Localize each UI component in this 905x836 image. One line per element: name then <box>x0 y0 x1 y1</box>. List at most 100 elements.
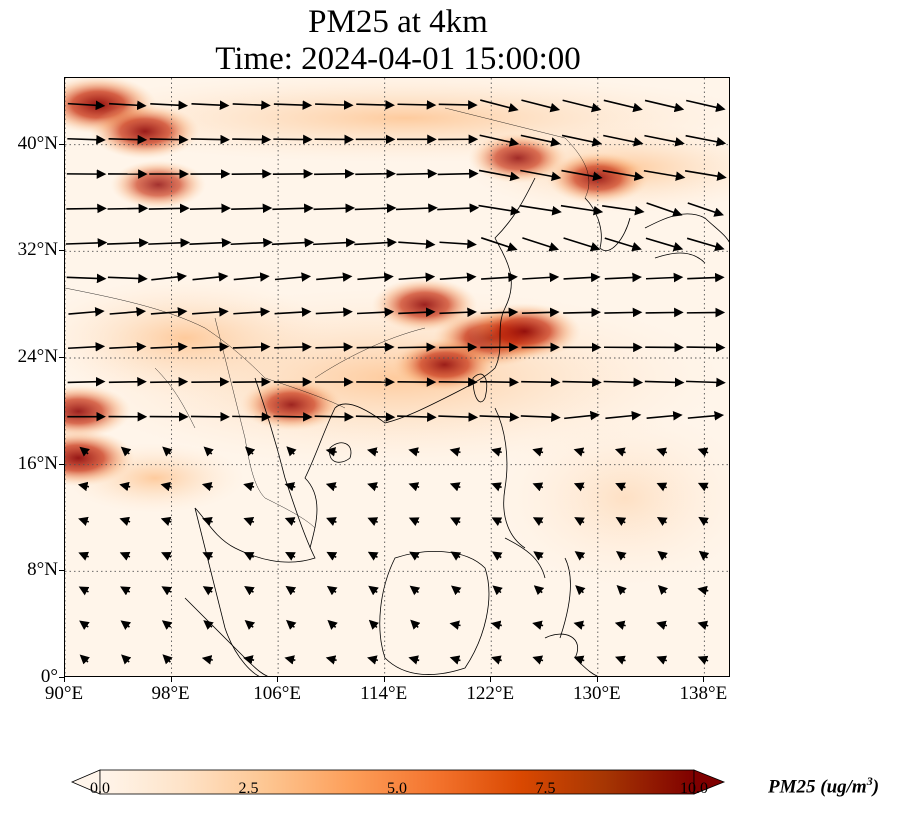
wind-arrow <box>202 586 214 596</box>
wind-arrow <box>243 517 255 527</box>
longitude-tick-label: 122°E <box>466 683 515 704</box>
wind-arrow <box>573 447 585 457</box>
wind-arrow <box>575 585 586 596</box>
wind-arrow <box>615 482 626 492</box>
latitude-tick-mark <box>59 250 64 252</box>
wind-arrow <box>79 620 90 630</box>
wind-arrow <box>532 655 544 665</box>
wind-arrow <box>109 342 147 352</box>
wind-arrow <box>150 342 188 352</box>
wind-arrow <box>614 447 626 457</box>
map-canvas <box>65 78 729 676</box>
wind-arrow <box>616 585 627 596</box>
wind-arrow <box>367 447 379 457</box>
longitude-tick-label: 106°E <box>253 683 301 704</box>
wind-arrow <box>78 551 90 561</box>
figure-subtitle-time: Time: 2024-04-01 15:00:00 <box>215 41 581 77</box>
wind-arrow <box>563 272 601 283</box>
wind-arrow <box>491 482 502 492</box>
longitude-tick-label: 90°E <box>44 683 84 704</box>
wind-arrow <box>656 482 668 492</box>
wind-arrow <box>355 168 396 179</box>
longitude-tick-mark <box>596 677 598 682</box>
longitude-tick-mark <box>383 677 385 682</box>
wind-arrow <box>119 551 131 561</box>
wind-arrow <box>532 482 544 492</box>
graticule <box>65 78 729 676</box>
wind-arrow <box>398 307 436 317</box>
wind-arrow <box>491 517 503 527</box>
wind-arrow <box>685 134 727 147</box>
wind-arrow <box>657 550 668 561</box>
wind-arrow <box>367 655 379 665</box>
wind-arrow <box>108 134 148 145</box>
wind-arrow <box>79 446 90 457</box>
wind-arrow <box>397 412 437 422</box>
wind-arrow <box>687 410 725 421</box>
wind-arrow <box>604 307 643 318</box>
colorbar-tick-label: 0.0 <box>90 780 110 797</box>
colorbar <box>70 768 726 802</box>
wind-arrow <box>573 655 585 665</box>
wind-arrow <box>604 237 642 252</box>
wind-arrow <box>271 237 315 248</box>
latitude-tick-label: 8°N <box>27 559 58 581</box>
wind-arrow <box>119 516 131 526</box>
wind-arrow <box>150 100 189 111</box>
wind-arrow <box>698 516 709 527</box>
wind-arrow <box>68 341 106 352</box>
longitude-tick-mark <box>277 677 279 682</box>
wind-arrow <box>439 239 477 249</box>
wind-arrow <box>409 585 421 596</box>
wind-arrow <box>645 237 684 252</box>
wind-arrow <box>65 238 108 248</box>
wind-arrow <box>284 482 296 492</box>
wind-arrow <box>313 237 356 248</box>
wind-arrow <box>532 517 544 527</box>
map-panel <box>64 77 730 677</box>
latitude-tick-mark <box>59 570 64 572</box>
wind-arrow <box>697 620 709 630</box>
wind-arrow <box>408 482 420 492</box>
wind-arrow <box>602 169 645 181</box>
figure-title: PM25 at 4km <box>308 4 488 40</box>
wind-arrow <box>479 377 520 387</box>
wind-arrow <box>395 203 438 213</box>
wind-arrow <box>354 203 397 213</box>
wind-arrow <box>326 517 337 527</box>
wind-arrow <box>327 619 338 630</box>
wind-arrow <box>408 517 420 527</box>
wind-arrow <box>203 446 214 457</box>
wind-arrow <box>325 447 337 457</box>
wind-arrow <box>314 169 355 179</box>
wind-arrow <box>697 447 709 457</box>
pm25-hotspots <box>65 78 650 487</box>
wind-arrow <box>573 620 585 630</box>
wind-arrow <box>646 202 683 217</box>
wind-arrow <box>161 551 172 561</box>
wind-arrow <box>479 412 520 422</box>
wind-arrow <box>451 585 462 596</box>
wind-arrow <box>480 99 519 113</box>
wind-arrow <box>78 586 90 596</box>
wind-arrow <box>533 585 545 596</box>
wind-arrow <box>604 272 642 283</box>
wind-arrow <box>121 654 132 665</box>
wind-arrow <box>150 377 189 387</box>
wind-arrow <box>314 412 355 422</box>
latitude-tick-mark <box>59 357 64 358</box>
wind-arrow <box>397 100 437 110</box>
wind-arrow <box>244 620 256 630</box>
wind-arrow <box>563 237 601 252</box>
wind-arrow <box>645 307 684 318</box>
wind-arrow <box>449 655 461 665</box>
wind-arrow <box>243 552 255 561</box>
wind-arrow <box>67 376 106 387</box>
wind-arrow <box>368 619 380 630</box>
wind-arrow <box>409 551 420 561</box>
wind-arrow <box>325 482 337 492</box>
wind-arrow <box>354 237 397 248</box>
wind-arrow <box>66 203 107 214</box>
wind-arrow <box>243 655 255 665</box>
wind-arrow <box>520 134 561 147</box>
